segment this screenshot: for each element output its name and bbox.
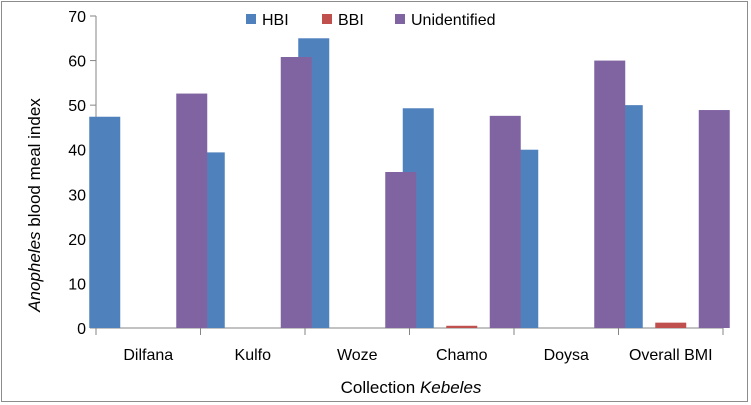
y-tick-label: 20	[68, 232, 86, 249]
y-tick-label: 50	[68, 98, 86, 115]
bar-unidentified-chamo	[489, 115, 521, 328]
bar-unidentified-woze	[385, 172, 417, 328]
y-tick-label: 40	[68, 143, 86, 160]
x-tick-label: Woze	[337, 347, 378, 364]
x-tick-label: Kulfo	[235, 347, 272, 364]
x-tick-label: Chamo	[436, 347, 488, 364]
y-axis-label: Anopheles blood meal index	[25, 98, 44, 313]
y-axis-label-italic: Anopheles	[25, 231, 44, 313]
x-axis-label: Collection Kebeles	[341, 378, 482, 397]
x-axis-label-plain: Collection	[341, 378, 420, 397]
x-tick-label: Doysa	[544, 347, 589, 364]
y-tick-label: 0	[77, 321, 86, 338]
bar-unidentified-doysa	[594, 60, 626, 328]
bar-bbi-chamo	[446, 325, 478, 328]
bar-unidentified-kulfo	[280, 57, 312, 329]
x-axis-label-italic: Kebeles	[420, 378, 482, 397]
y-tick-label: 30	[68, 187, 86, 204]
legend-label-bbi: BBI	[338, 12, 364, 29]
y-tick-label: 10	[68, 276, 86, 293]
legend-swatch-hbi	[246, 14, 256, 24]
x-tick-label: Overall BMI	[629, 347, 713, 364]
legend: HBI BBI Unidentified	[246, 12, 496, 29]
bar-hbi-dilfana	[89, 116, 121, 328]
legend-swatch-unidentified	[395, 14, 405, 24]
legend-label-hbi: HBI	[262, 12, 289, 29]
legend-swatch-bbi	[322, 14, 332, 24]
bars	[89, 38, 730, 329]
bar-unidentified-dilfana	[176, 93, 208, 328]
x-tick-label: Dilfana	[123, 347, 173, 364]
y-axis-label-rest: blood meal index	[25, 98, 44, 232]
y-tick-label: 60	[68, 54, 86, 71]
tick-labels: 0 10 20 30 40 50 60 70 Dilfana Kulfo Woze Chamo Doys…	[68, 9, 712, 364]
y-tick-label: 70	[68, 9, 86, 26]
bar-unidentified-overall-bmi	[698, 110, 730, 328]
bar-bbi-overall-bmi	[655, 322, 687, 328]
legend-label-unidentified: Unidentified	[411, 12, 496, 29]
